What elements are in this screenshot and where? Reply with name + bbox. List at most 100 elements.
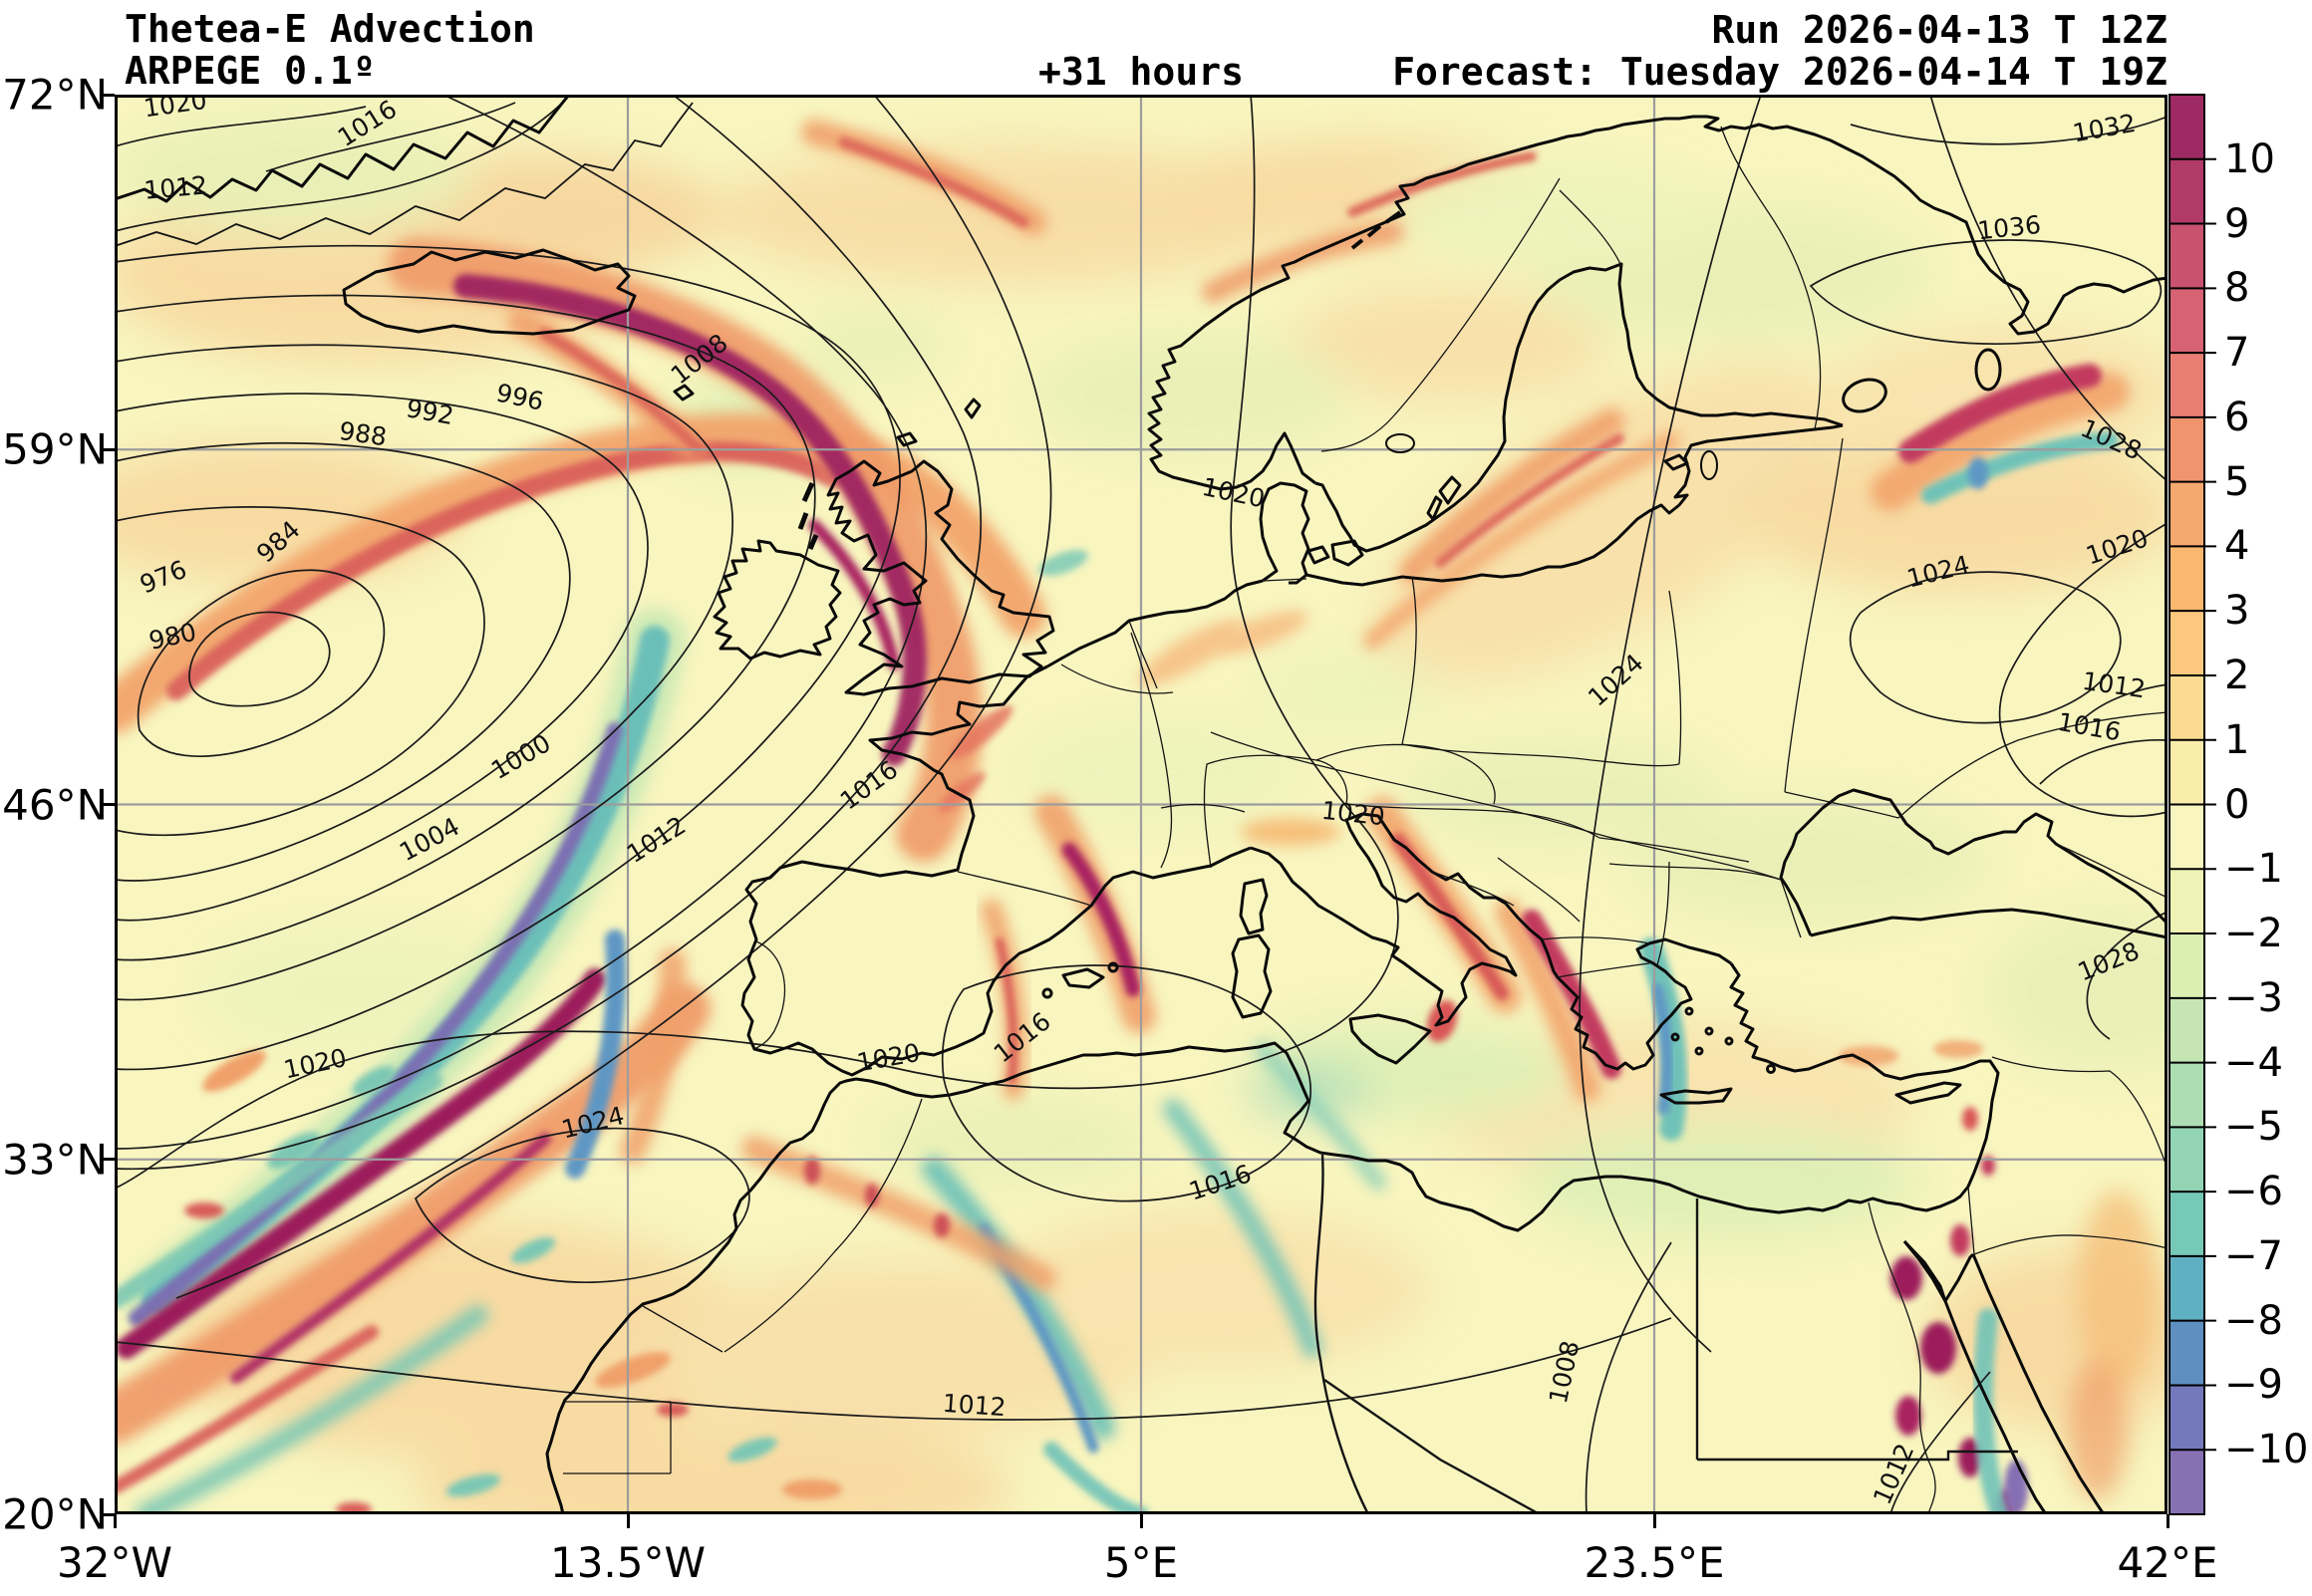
lon-tick-mark (113, 1514, 117, 1528)
coast-france-iberia (740, 665, 1252, 1077)
coast-iceland (342, 248, 637, 336)
colorbar-tick-label: 4 (2224, 523, 2250, 570)
colorbar-tick-label: −1 (2224, 846, 2283, 893)
coast-ibiza (1041, 987, 1053, 999)
coast-ireland (713, 539, 842, 661)
lat-tick-label: 59°N (2, 424, 108, 474)
colorbar-segment (2168, 546, 2204, 613)
river-nile (1868, 1201, 1936, 1514)
colorbar-segment (2168, 353, 2204, 418)
colorbar (2168, 94, 2216, 1515)
colorbar-tick-label: −9 (2224, 1362, 2283, 1409)
lat-tick-label: 33°N (2, 1135, 108, 1185)
field-mottle (115, 115, 2168, 1514)
coast-orkney (896, 431, 918, 447)
colorbar-segment (2168, 416, 2204, 483)
coast-red-sea-east (1971, 1253, 2106, 1514)
lat-tick-mark (101, 803, 115, 806)
colorbar-segment (2168, 997, 2204, 1064)
colorbar-tick-label: −3 (2224, 974, 2283, 1021)
isobar-label: 988 (338, 416, 389, 451)
colorbar-tick-label: −6 (2224, 1169, 2283, 1215)
model-subtitle: ARPEGE 0.1º (125, 49, 376, 93)
coast-aegean-island (1704, 1026, 1714, 1036)
coast-hebrides (797, 481, 819, 550)
colorbar-tick-label: 7 (2224, 330, 2250, 377)
chart-title: Thetea-E Advection (125, 7, 535, 51)
coast-sinai (1902, 1239, 1975, 1302)
colorbar-tick-label: 3 (2224, 588, 2250, 635)
colorbar-segment (2168, 739, 2204, 806)
coastlines (115, 95, 2168, 1514)
lat-tick-mark (101, 447, 115, 451)
coast-rhodes (1766, 1064, 1776, 1074)
colorbar-segment (2168, 1385, 2204, 1452)
coast-gotland (1438, 475, 1462, 505)
lat-tick-label: 72°N (2, 70, 108, 120)
advection-map-svg: 1020101210161008996992988984976980100010… (115, 95, 2168, 1514)
coast-saaremaa (1663, 453, 1689, 471)
lon-tick-mark (1139, 1514, 1143, 1528)
coast-red-sea-west (1902, 1240, 2048, 1514)
coast-baltic-south (1305, 423, 1844, 587)
coast-faroe (673, 384, 695, 401)
coast-aegean-island (1724, 1036, 1734, 1046)
lat-tick-mark (101, 93, 115, 97)
coast-low-countries (1046, 579, 1264, 668)
coast-corsica (1239, 878, 1269, 935)
lon-tick-label: 23.5°E (1584, 1538, 1725, 1587)
map-border (115, 95, 2168, 1514)
coast-oland (1426, 495, 1443, 521)
coast-sicily (1348, 1013, 1432, 1065)
lat-tick-mark (101, 1158, 115, 1162)
coast-aegean-island (1670, 1032, 1680, 1042)
colorbar-tick-label: 0 (2224, 781, 2250, 828)
map-canvas: 1020 1012 1016 1008 996 992 988 984 976 980 1000 10… (115, 95, 2168, 1514)
coast-cyprus (1894, 1081, 1962, 1105)
colorbar-segment (2168, 804, 2204, 871)
colorbar-segment (2168, 1127, 2204, 1194)
isobar-label: 1036 (1976, 210, 2042, 245)
coast-lofoten (1350, 210, 1402, 250)
colorbar-segment (2168, 158, 2204, 225)
colorbar-segment (2168, 1320, 2204, 1387)
borders-and-rivers (115, 102, 2168, 1514)
isobar-label: 1012 (143, 170, 208, 204)
lat-tick-label: 46°N (2, 780, 108, 829)
colorbar-segment (2168, 95, 2204, 160)
lon-tick-label: 5°E (1103, 1538, 1179, 1587)
colorbar-tick-label: −7 (2224, 1232, 2283, 1279)
colorbar-segment (2168, 1192, 2204, 1257)
coast-great-britain (826, 459, 1055, 696)
colorbar-segment (2168, 611, 2204, 676)
coast-sardinia (1231, 933, 1273, 1019)
coast-crete (1659, 1087, 1733, 1105)
isobar-contours (115, 95, 2168, 1514)
colorbar-segment (2168, 481, 2204, 548)
figure-header: Thetea-E Advection ARPEGE 0.1º +31 hours… (0, 0, 2312, 95)
lon-tick-mark (2166, 1514, 2169, 1528)
lead-time-label: +31 hours (1038, 50, 1244, 94)
lat-tick-label: 20°N (2, 1489, 108, 1539)
coast-zealand (1330, 539, 1364, 567)
colorbar-segment (2168, 933, 2204, 999)
lake-onega (1974, 348, 2002, 392)
colorbar-tick-label: 6 (2224, 394, 2250, 440)
coast-jutland (1259, 481, 1310, 585)
colorbar-segment (2168, 223, 2204, 290)
colorbar-outline (2168, 94, 2205, 1515)
coast-aegean-island (1694, 1046, 1704, 1056)
colorbar-tick-label: −8 (2224, 1297, 2283, 1344)
coast-menorca (1107, 961, 1119, 973)
coast-greenland (115, 95, 571, 203)
coast-turkey-levant-north-africa (545, 962, 2000, 1514)
colorbar-tick-label: 9 (2224, 200, 2250, 247)
colorbar-tick-label: 8 (2224, 265, 2250, 312)
coast-norway-kola (1147, 115, 2168, 491)
colorbar-segment (2168, 1255, 2204, 1322)
coast-italy-balkans-greece (1250, 812, 1732, 1071)
lon-tick-label: 13.5°W (549, 1538, 707, 1587)
lat-tick-mark (101, 1512, 115, 1516)
coast-turkey-north (1810, 908, 2168, 939)
coast-funen (1306, 545, 1330, 565)
